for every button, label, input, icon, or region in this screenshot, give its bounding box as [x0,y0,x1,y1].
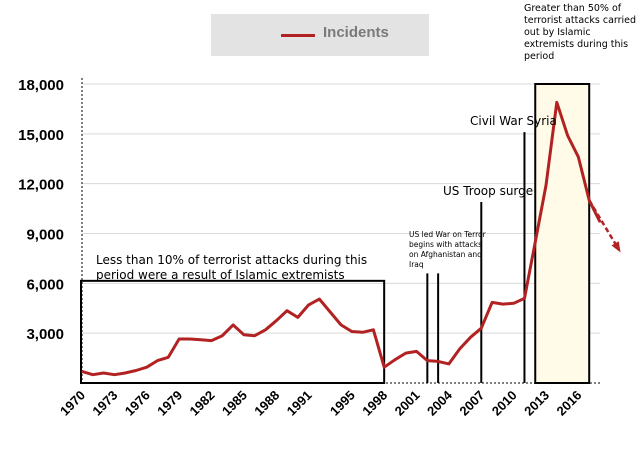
x-tick-label: 1976 [122,388,153,419]
data-point [243,334,245,336]
data-point [502,303,504,305]
data-point [156,359,159,362]
x-tick-label: 1979 [154,388,185,419]
x-tick-label: 2001 [392,388,423,419]
data-point [480,327,483,329]
annotation-syria: Civil War Syria [470,114,557,128]
data-point [534,241,537,243]
annotation-high-period: Greater than 50% of terrorist attacks ca… [524,3,637,62]
x-tick-label: 1991 [284,388,315,419]
x-tick-label: 1970 [57,388,88,419]
data-point [307,304,310,306]
y-tick-label: 12,000 [18,177,64,194]
series-line-incidents [81,100,602,377]
data-point [81,370,83,373]
data-point [286,309,288,312]
period-box-1 [534,83,591,384]
data-point [113,373,116,376]
data-point [512,302,515,305]
x-tick-label: 2004 [424,387,456,419]
data-point [350,330,353,333]
data-point [167,356,170,359]
data-point [135,369,137,372]
annotation-troop-surge: US Troop surge [443,184,534,198]
x-tick-label: 2007 [456,388,487,419]
gridlines [82,83,600,334]
data-point [318,298,321,300]
data-point [415,350,418,353]
data-point [264,329,267,331]
data-point [91,373,94,376]
data-point [275,319,278,322]
data-point [221,334,224,337]
data-point [599,221,601,223]
data-point [178,338,180,340]
y-tick-label: 18,000 [18,77,64,94]
period-boxes [80,83,591,385]
data-point [523,297,526,300]
axes [81,78,600,384]
y-tick-labels: 3,000 6,000 9,000 12,000 15,000 18,000 [18,77,64,343]
x-tick-labels: 1970 1973 1976 1979 1982 1985 1988 1991 1995 1998… [57,387,584,419]
legend-swatch [281,34,315,37]
x-tick-label: 2010 [489,388,520,419]
data-point [448,363,450,365]
x-tick-label: 1995 [327,388,358,419]
data-point [556,101,558,104]
y-tick-label: 6,000 [26,276,64,293]
data-point [372,329,375,331]
y-tick-label: 3,000 [26,326,64,343]
data-point [394,358,396,361]
x-tick-label: 1982 [187,388,218,419]
trend-arrowhead [611,241,621,253]
data-point [102,372,105,374]
annotation-low-period: Less than 10% of terrorist attacks durin… [96,253,368,282]
trend-extension [588,199,620,249]
data-point [340,324,342,326]
x-tick-label: 1988 [251,388,282,419]
data-point [458,348,461,350]
data-point [577,156,580,158]
data-point [404,352,407,354]
x-tick-label: 2016 [553,388,584,419]
data-point [124,372,126,374]
data-point [297,316,299,319]
data-point [545,184,547,187]
data-point [469,336,472,339]
x-tick-label: 1985 [219,388,250,419]
data-point [189,338,191,340]
data-point [253,334,256,337]
data-point [210,339,213,342]
y-tick-label: 15,000 [18,127,64,144]
data-point [232,324,234,326]
legend: Incidents [211,14,429,56]
data-point [491,301,493,304]
data-point [566,134,569,137]
data-point [426,359,429,362]
x-tick-label: 1973 [89,388,120,419]
data-point [145,366,148,369]
data-point [361,331,364,334]
data-point [199,339,202,341]
incidents-series [81,100,621,377]
x-tick-label: 2013 [521,388,552,419]
legend-label: Incidents [323,24,389,41]
x-tick-label: 1998 [359,388,390,419]
data-point [437,360,439,363]
data-point [383,366,385,369]
event-markers [426,132,526,383]
period-box-0 [80,279,386,385]
annotation-war-on-terror: US led War on Terror begins with attacks… [409,230,486,269]
y-tick-label: 9,000 [26,227,64,244]
